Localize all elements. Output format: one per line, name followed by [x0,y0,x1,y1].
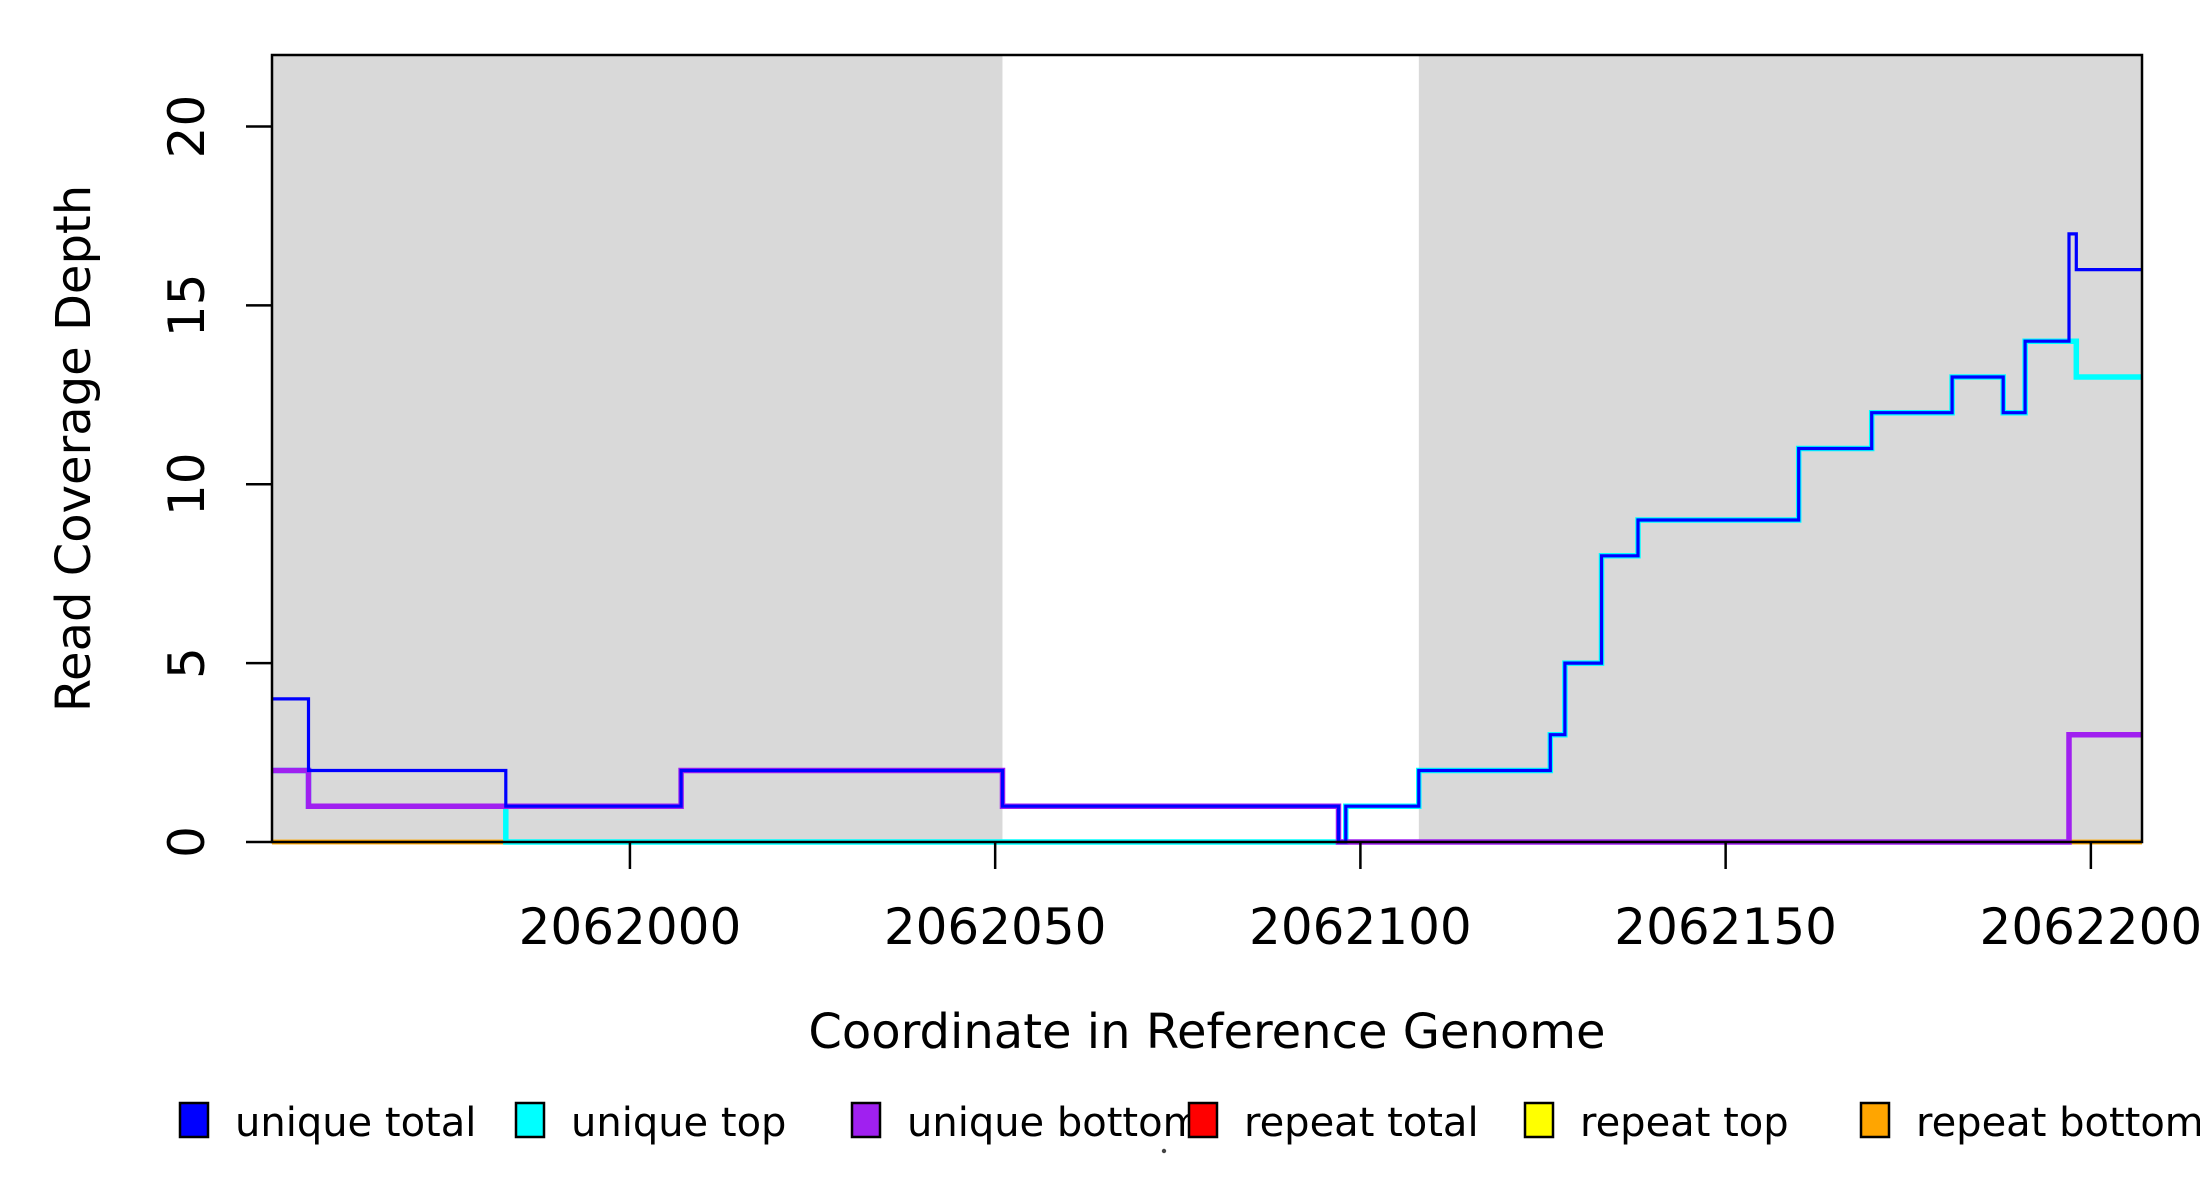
legend-label-unique-top: unique top [571,1100,786,1146]
x-tick-label: 2062200 [1980,898,2200,956]
plot-box [270,53,2144,844]
legend-label-unique-total: unique total [235,1100,476,1146]
x-axis-label: Coordinate in Reference Genome [808,1004,1605,1060]
legend-swatch-repeat-top [1523,1101,1555,1139]
legend-swatch-unique-top [514,1101,546,1139]
legend-swatch-repeat-total [1187,1101,1219,1139]
x-tick-label: 2062100 [1249,898,1472,956]
legend-swatch-unique-total [178,1101,210,1139]
x-tick-label: 2062000 [519,898,742,956]
legend-swatch-repeat-bottom [1859,1101,1891,1139]
y-tick-label: 0 [158,826,216,858]
legend-label-repeat-bottom: repeat bottom [1916,1100,2200,1146]
y-tick-label: 15 [158,274,216,338]
legend-label-repeat-top: repeat top [1580,1100,1789,1146]
series-line-unique-total [272,232,2142,844]
legend-label-unique-bottom: unique bottom [907,1100,1202,1146]
shaded-region [1418,55,2142,842]
x-tick-label: 2062050 [884,898,1107,956]
legend-label-repeat-total: repeat total [1244,1100,1479,1146]
artifact-dot [1161,1148,1167,1154]
y-tick-label: 20 [158,95,216,159]
shaded-region [272,55,1003,842]
legend-swatch-unique-bottom [850,1101,882,1139]
y-axis-label: Read Coverage Depth [46,185,102,712]
x-tick-label: 2062150 [1614,898,1837,956]
y-tick-label: 5 [158,647,216,679]
y-tick-label: 10 [158,452,216,516]
